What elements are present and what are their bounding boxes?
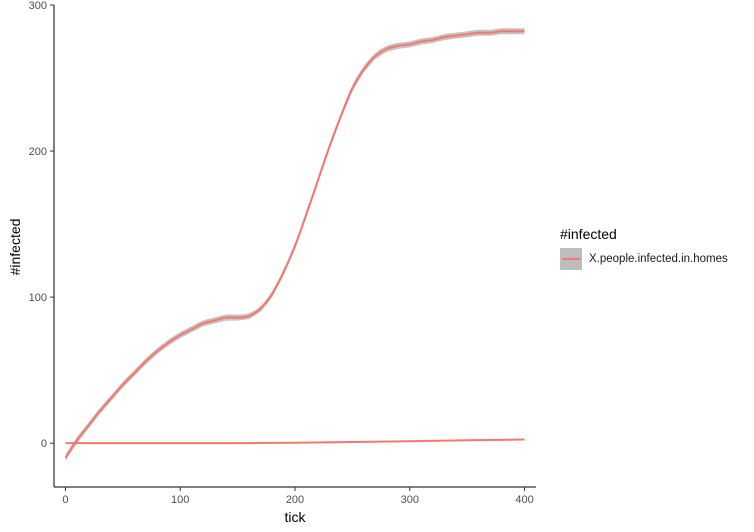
- legend-entry: X.people.infected.in.homes: [560, 248, 728, 270]
- x-axis-label: tick: [285, 509, 307, 525]
- legend-title: #infected: [560, 226, 617, 242]
- x-tick-label: 100: [171, 494, 189, 506]
- legend: #infected X.people.infected.in.homes: [560, 226, 728, 270]
- y-tick-label: 200: [29, 146, 47, 158]
- series-line-0: [64, 30, 525, 459]
- y-tick-label: 100: [29, 292, 47, 304]
- series-line-1: [65, 438, 525, 445]
- x-tick-label: 400: [515, 494, 533, 506]
- legend-key-line-icon: [560, 248, 582, 270]
- x-tick-label: 300: [401, 494, 419, 506]
- x-tick-label: 0: [62, 494, 68, 506]
- series-layer: [64, 28, 525, 461]
- axis-layer: 0 100 200 300 400 0 100 200 300: [29, 0, 536, 506]
- legend-entry-label: X.people.infected.in.homes: [589, 253, 728, 265]
- y-tick-label: 0: [41, 438, 47, 450]
- x-tick-label: 200: [286, 494, 304, 506]
- y-tick-label: 300: [29, 0, 47, 12]
- y-axis-label: #infected: [7, 219, 23, 276]
